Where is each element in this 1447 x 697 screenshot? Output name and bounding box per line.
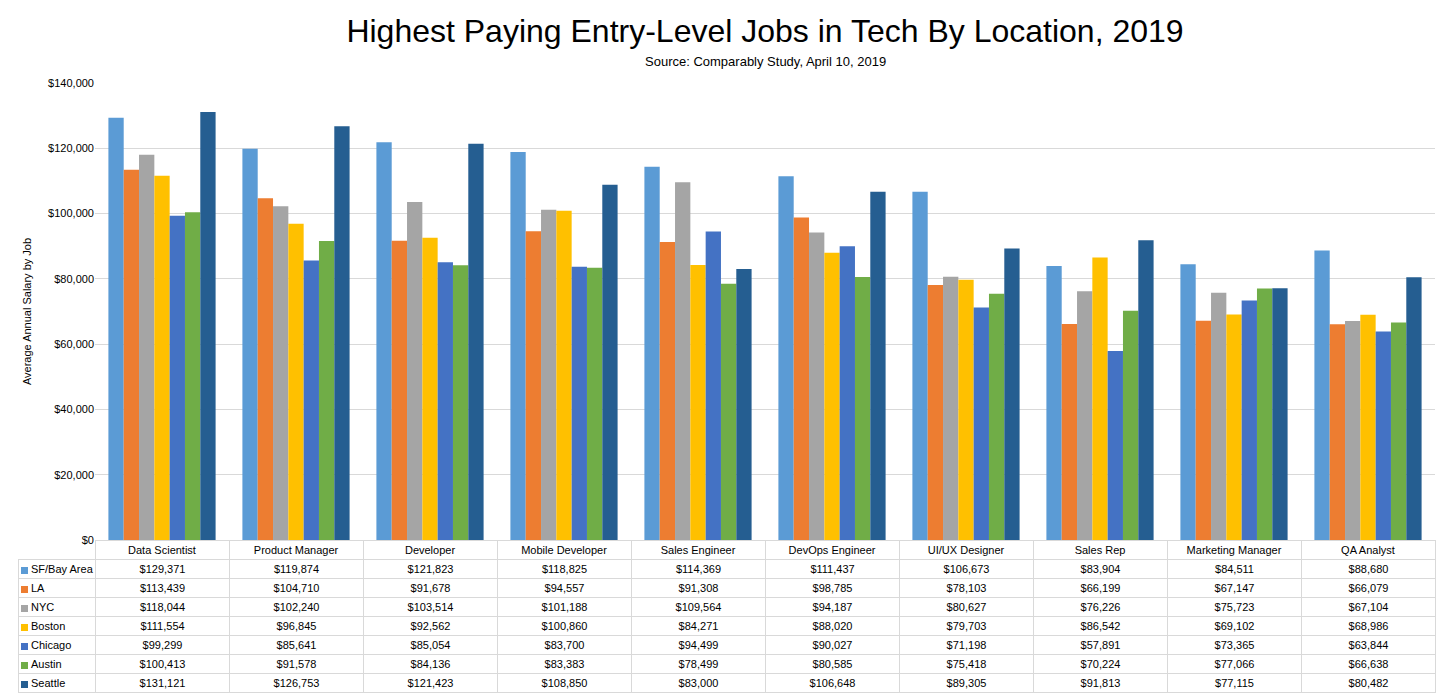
svg-text:$80,000: $80,000 xyxy=(54,273,94,285)
html-text:$98,785: $98,785 xyxy=(812,582,853,594)
html-text:$103,514: $103,514 xyxy=(407,601,454,613)
html-text:$126,753: $126,753 xyxy=(273,677,320,689)
html-text:$91,308: $91,308 xyxy=(678,582,719,594)
html-text:$96,845: $96,845 xyxy=(276,620,317,632)
html-text:$70,224: $70,224 xyxy=(1080,658,1121,670)
html-text:$80,585: $80,585 xyxy=(812,658,853,670)
svg-text:Developer: Developer xyxy=(405,544,455,556)
html-text:$109,564: $109,564 xyxy=(675,601,722,613)
html-text:$67,147: $67,147 xyxy=(1214,582,1255,594)
svg-text:Average Annual Salary by Job: Average Annual Salary by Job xyxy=(21,238,33,385)
html-text:$83,700: $83,700 xyxy=(544,639,585,651)
html-text:$102,240: $102,240 xyxy=(273,601,320,613)
html-text:$66,079: $66,079 xyxy=(1348,582,1389,594)
html-text:$94,187: $94,187 xyxy=(812,601,853,613)
html-text:$71,198: $71,198 xyxy=(946,639,987,651)
html-text:$129,371: $129,371 xyxy=(139,563,186,575)
html-text:$68,986: $68,986 xyxy=(1348,620,1389,632)
svg-text:QA Analyst: QA Analyst xyxy=(1341,544,1395,556)
html-text:$114,369: $114,369 xyxy=(676,563,721,575)
html-text:$84,511: $84,511 xyxy=(1215,563,1254,575)
html-text:$111,554: $111,554 xyxy=(140,620,185,632)
svg-text:Data Scientist: Data Scientist xyxy=(128,544,196,556)
html-text:$108,850: $108,850 xyxy=(541,677,588,689)
html-text:$85,641: $85,641 xyxy=(276,639,317,651)
html-text:Austin: Austin xyxy=(31,658,62,670)
html-text:$76,226: $76,226 xyxy=(1080,601,1121,613)
html-text:$113,439: $113,439 xyxy=(140,582,185,594)
svg-text:$0: $0 xyxy=(82,534,94,546)
html-text:$121,823: $121,823 xyxy=(407,563,454,575)
html-text:$80,482: $80,482 xyxy=(1348,677,1389,689)
html-text:$100,413: $100,413 xyxy=(139,658,186,670)
svg-text:Product Manager: Product Manager xyxy=(254,544,339,556)
html-text:$69,102: $69,102 xyxy=(1214,620,1255,632)
html-text:$101,188: $101,188 xyxy=(541,601,588,613)
html-text:$111,437: $111,437 xyxy=(810,563,855,575)
html-text:$91,578: $91,578 xyxy=(276,658,317,670)
svg-text:Sales Engineer: Sales Engineer xyxy=(661,544,736,556)
html-text:$84,136: $84,136 xyxy=(410,658,451,670)
svg-text:Source: Comparably Study, Apri: Source: Comparably Study, April 10, 2019 xyxy=(645,54,886,69)
html-text:$131,121: $131,121 xyxy=(139,677,186,689)
html-text:LA: LA xyxy=(31,582,45,594)
html-text:$94,557: $94,557 xyxy=(544,582,585,594)
html-text:$94,499: $94,499 xyxy=(678,639,719,651)
html-text:$83,000: $83,000 xyxy=(678,677,719,689)
html-text:$80,627: $80,627 xyxy=(946,601,987,613)
html-text:$79,703: $79,703 xyxy=(946,620,987,632)
html-text:$75,723: $75,723 xyxy=(1214,601,1255,613)
svg-text:Highest Paying Entry-Level Job: Highest Paying Entry-Level Jobs in Tech … xyxy=(346,13,1183,49)
html-text:$75,418: $75,418 xyxy=(946,658,987,670)
svg-text:$120,000: $120,000 xyxy=(48,142,94,154)
html-text:$91,678: $91,678 xyxy=(410,582,451,594)
html-text:Seattle: Seattle xyxy=(31,677,66,689)
svg-text:UI/UX Designer: UI/UX Designer xyxy=(928,544,1005,556)
html-text:NYC: NYC xyxy=(31,601,55,613)
html-text:$57,891: $57,891 xyxy=(1080,639,1121,651)
svg-text:Sales Rep: Sales Rep xyxy=(1075,544,1126,556)
html-text:$121,423: $121,423 xyxy=(407,677,454,689)
html-text:$100,860: $100,860 xyxy=(541,620,588,632)
html-text:$92,562: $92,562 xyxy=(410,620,451,632)
svg-text:$60,000: $60,000 xyxy=(54,338,94,350)
svg-text:Mobile Developer: Mobile Developer xyxy=(521,544,607,556)
html-text:$83,383: $83,383 xyxy=(544,658,585,670)
html-text:$67,104: $67,104 xyxy=(1348,601,1389,613)
html-text:$78,499: $78,499 xyxy=(678,658,719,670)
html-text:$73,365: $73,365 xyxy=(1214,639,1255,651)
svg-text:$20,000: $20,000 xyxy=(54,469,94,481)
html-text:$99,299: $99,299 xyxy=(142,639,183,651)
html-text:SF/Bay Area: SF/Bay Area xyxy=(31,563,93,575)
html-text:$119,874: $119,874 xyxy=(274,563,319,575)
html-text:$83,904: $83,904 xyxy=(1080,563,1121,575)
html-text:$118,825: $118,825 xyxy=(542,563,587,575)
html-text:$78,103: $78,103 xyxy=(946,582,987,594)
html-text:$84,271: $84,271 xyxy=(678,620,719,632)
svg-text:$40,000: $40,000 xyxy=(54,403,94,415)
html-text:$77,066: $77,066 xyxy=(1214,658,1255,670)
html-text:Boston: Boston xyxy=(31,620,66,632)
html-text:$63,844: $63,844 xyxy=(1348,639,1389,651)
html-text:$106,673: $106,673 xyxy=(943,563,990,575)
svg-text:$100,000: $100,000 xyxy=(48,207,94,219)
html-text:$88,680: $88,680 xyxy=(1348,563,1389,575)
html-text:$66,199: $66,199 xyxy=(1080,582,1121,594)
html-text:$85,054: $85,054 xyxy=(410,639,451,651)
html-text:$89,305: $89,305 xyxy=(946,677,987,689)
html-text:$77,115: $77,115 xyxy=(1215,677,1254,689)
svg-text:$140,000: $140,000 xyxy=(48,77,94,89)
html-text:$86,542: $86,542 xyxy=(1080,620,1121,632)
svg-text:DevOps Engineer: DevOps Engineer xyxy=(789,544,876,556)
svg-text:Marketing Manager: Marketing Manager xyxy=(1187,544,1282,556)
html-text:$91,813: $91,813 xyxy=(1080,677,1121,689)
html-text:$118,044: $118,044 xyxy=(140,601,185,613)
html-text:$66,638: $66,638 xyxy=(1348,658,1389,670)
html-text:$106,648: $106,648 xyxy=(809,677,856,689)
html-text:$104,710: $104,710 xyxy=(273,582,320,594)
html-text:Chicago: Chicago xyxy=(31,639,72,651)
html-text:$90,027: $90,027 xyxy=(812,639,853,651)
html-text:$88,020: $88,020 xyxy=(812,620,853,632)
